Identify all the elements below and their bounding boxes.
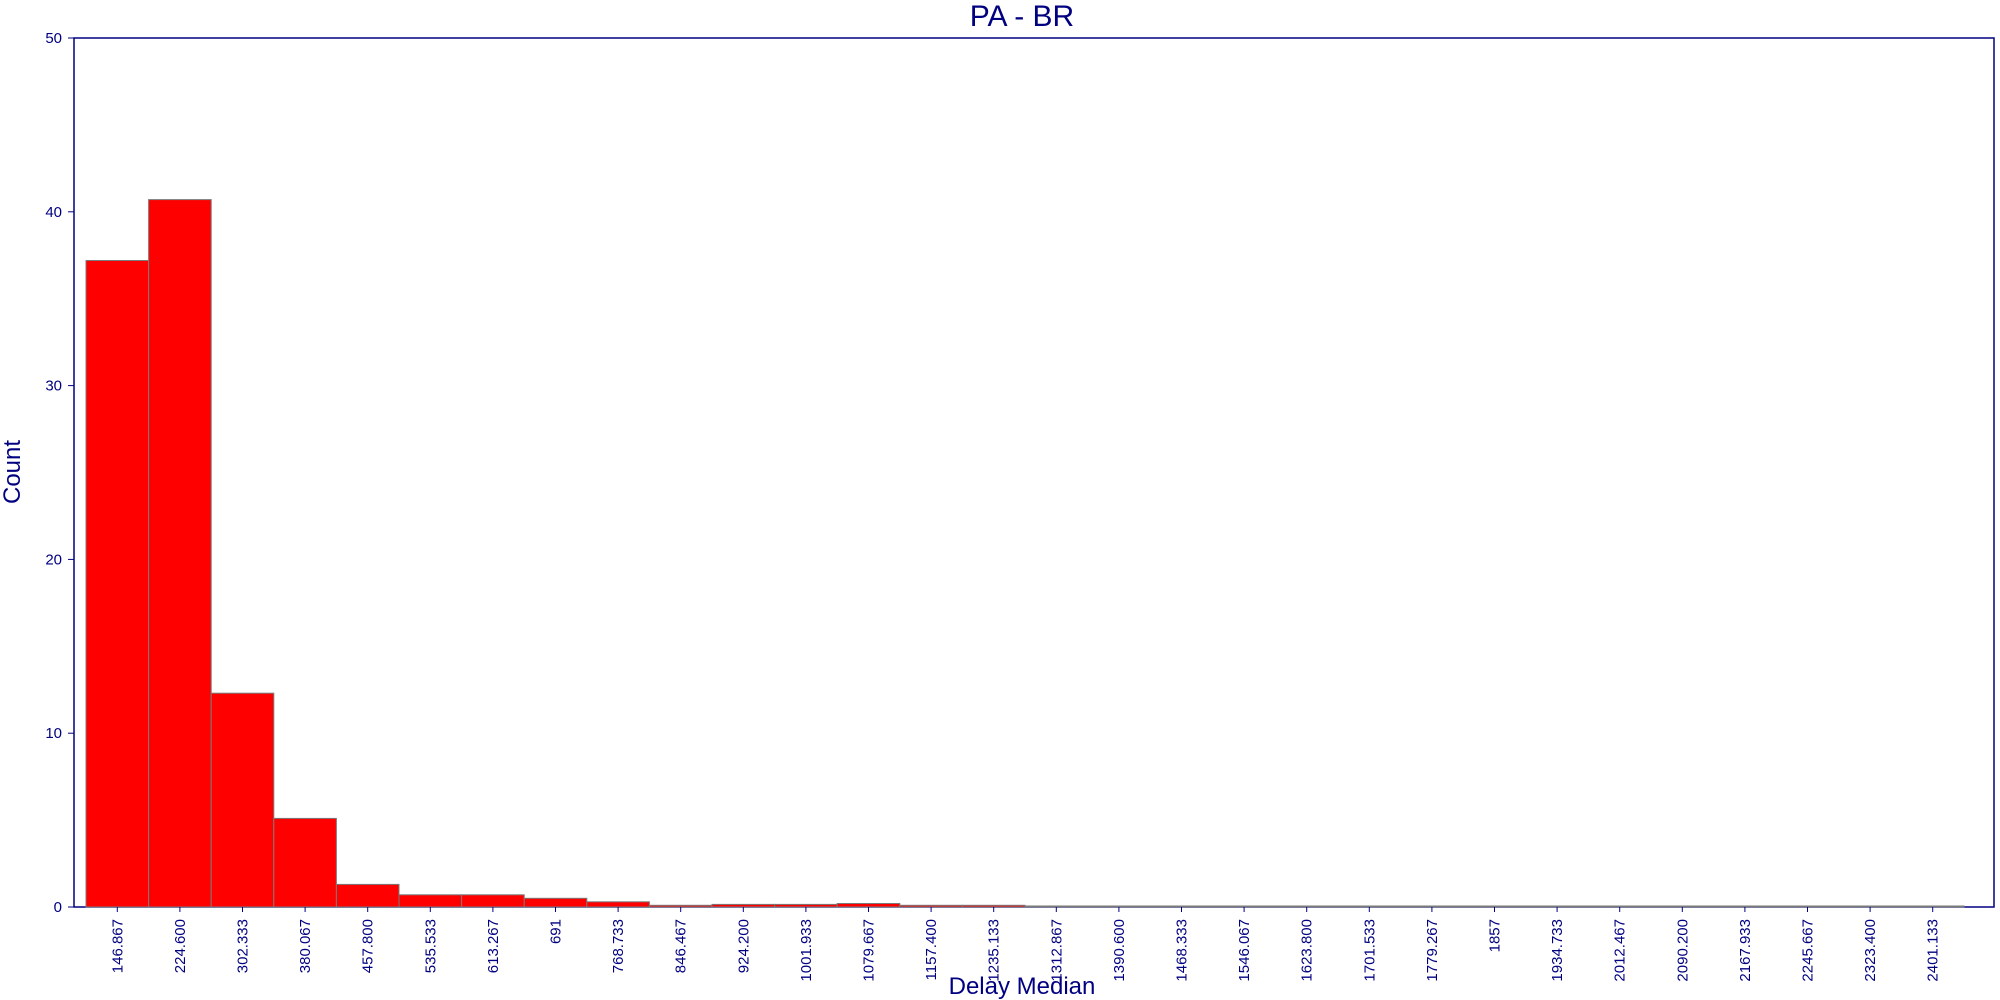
x-tick-label: 1312.867 bbox=[1048, 919, 1065, 982]
y-tick-label: 20 bbox=[45, 551, 62, 568]
histogram-bar bbox=[1212, 905, 1276, 908]
x-tick-label: 224.600 bbox=[172, 919, 189, 973]
y-axis-ticks: 0 10 20 30 40 50 bbox=[45, 30, 74, 916]
histogram-bar bbox=[836, 903, 901, 908]
histogram-bar bbox=[85, 260, 150, 908]
x-tick-label: 846.467 bbox=[673, 919, 690, 973]
histogram-bar bbox=[461, 894, 525, 908]
x-tick-label: 1546.067 bbox=[1236, 919, 1253, 982]
x-tick-label: 691 bbox=[548, 919, 565, 944]
histogram-bar bbox=[1024, 905, 1089, 908]
x-tick-label: 768.733 bbox=[610, 919, 627, 973]
x-axis-ticks: 146.867 224.600 302.333 380.067 457.800 535.5… bbox=[109, 907, 1942, 982]
x-tick-label: 1623.800 bbox=[1299, 919, 1316, 982]
histogram-bar bbox=[1337, 905, 1402, 908]
histogram-bar bbox=[961, 904, 1026, 908]
histogram-bar bbox=[148, 199, 212, 908]
histogram-bar bbox=[1525, 905, 1589, 908]
x-tick-label: 1779.267 bbox=[1424, 919, 1441, 982]
x-tick-label: 1390.600 bbox=[1111, 919, 1128, 982]
x-tick-label: 457.800 bbox=[360, 919, 377, 973]
histogram-bar bbox=[774, 903, 838, 908]
x-tick-label: 1079.667 bbox=[861, 919, 878, 982]
x-tick-label: 1468.333 bbox=[1174, 919, 1191, 982]
histogram-bar bbox=[210, 692, 275, 908]
x-axis-label: Delay Median bbox=[949, 973, 1096, 1000]
y-tick-label: 40 bbox=[45, 204, 62, 221]
histogram-bar bbox=[1400, 905, 1464, 908]
x-tick-label: 2401.133 bbox=[1925, 919, 1942, 982]
x-tick-label: 2323.400 bbox=[1862, 919, 1879, 982]
x-tick-label: 380.067 bbox=[297, 919, 314, 973]
histogram-bar bbox=[523, 897, 588, 908]
histogram-bar bbox=[1462, 905, 1527, 908]
x-tick-label: 1157.400 bbox=[923, 919, 940, 980]
x-tick-label: 2167.933 bbox=[1737, 919, 1754, 982]
histogram-bar bbox=[1274, 905, 1339, 908]
histogram-bar bbox=[1900, 905, 1965, 908]
x-tick-label: 535.533 bbox=[422, 919, 439, 973]
y-tick-label: 0 bbox=[54, 899, 62, 916]
x-tick-label: 1701.533 bbox=[1361, 919, 1378, 982]
histogram-bar bbox=[1650, 905, 1715, 908]
histogram-bar bbox=[398, 894, 463, 908]
x-tick-label: 1934.733 bbox=[1549, 919, 1566, 982]
x-tick-label: 1235.133 bbox=[986, 919, 1003, 982]
x-tick-label: 924.200 bbox=[735, 919, 752, 973]
x-tick-label: 613.267 bbox=[485, 919, 502, 973]
x-tick-label: 1857 bbox=[1487, 919, 1504, 952]
histogram-bar bbox=[711, 903, 776, 908]
histogram-bar bbox=[899, 904, 963, 908]
y-tick-label: 10 bbox=[45, 725, 62, 742]
histogram-bar bbox=[273, 817, 337, 908]
plot-frame bbox=[73, 37, 1995, 908]
x-tick-label: 2090.200 bbox=[1674, 919, 1691, 982]
histogram-bar bbox=[1838, 905, 1902, 908]
y-tick-label: 30 bbox=[45, 378, 62, 395]
bars-layer bbox=[85, 199, 1965, 908]
histogram-bar bbox=[1587, 905, 1652, 908]
histogram-bar bbox=[1775, 905, 1840, 908]
x-tick-label: 302.333 bbox=[235, 919, 252, 973]
y-tick-label: 50 bbox=[45, 30, 62, 47]
histogram-bar bbox=[586, 901, 650, 908]
histogram-bar bbox=[1713, 905, 1777, 908]
x-tick-label: 146.867 bbox=[109, 919, 126, 973]
histogram-bar bbox=[648, 904, 713, 908]
x-tick-label: 2245.667 bbox=[1800, 919, 1817, 982]
y-axis-label: Count bbox=[0, 440, 26, 504]
x-tick-label: 2012.467 bbox=[1612, 919, 1629, 982]
x-tick-label: 1001.933 bbox=[798, 919, 815, 982]
histogram-bar bbox=[1149, 905, 1214, 908]
histogram-bar bbox=[1087, 905, 1151, 908]
histogram-bar bbox=[335, 883, 400, 908]
chart-title: PA - BR bbox=[970, 0, 1074, 33]
